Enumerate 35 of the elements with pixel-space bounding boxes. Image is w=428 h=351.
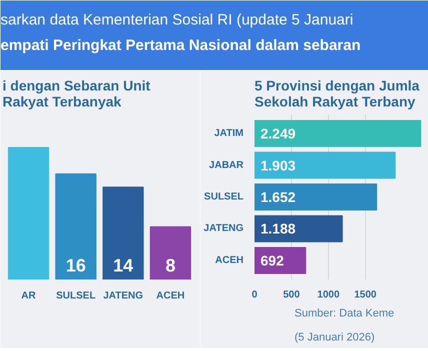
y-tick-label: SULSEL: [204, 192, 244, 202]
bar: [102, 186, 144, 280]
y-tick-label: JATIM: [214, 128, 244, 140]
bar: [254, 152, 396, 179]
chart-title: i dengan Sebaran Unit Rakyat Terbanyak: [2, 78, 151, 110]
bar: [254, 120, 422, 148]
y-tick-label: JATENG: [204, 223, 244, 234]
x-tick-label: 500: [283, 290, 300, 300]
text: (5 Januari 2026): [294, 332, 375, 344]
chart-title: 5 Provinsi dengan Jumla Sekolah Rakyat Terbany: [254, 78, 420, 110]
x-tick-label: 1000: [317, 290, 340, 300]
bar: [254, 215, 343, 242]
y-tick-label: ACEH: [215, 254, 244, 266]
data-label: 1.903: [260, 157, 296, 174]
x-tick-label: 0: [252, 290, 258, 300]
bar: [150, 226, 192, 280]
data-label: 8: [165, 256, 176, 276]
x-tick-label: ACEH: [156, 290, 185, 302]
x-tick-label: AR: [21, 290, 37, 302]
text: empati Peringkat Pertama Nasional dalam sebaran: [0, 36, 361, 54]
bar: [55, 173, 96, 280]
text: Sumber: Data Keme: [294, 308, 394, 320]
bar: [8, 147, 50, 280]
data-label: 16: [66, 256, 86, 276]
x-tick-label: SULSEL: [56, 290, 96, 302]
data-label: 1.188: [260, 220, 296, 237]
bar: [254, 183, 378, 211]
text: sarkan data Kementerian Sosial RI (update 5 Januari: [0, 12, 354, 29]
data-label: 692: [260, 252, 284, 268]
data-label: 14: [113, 256, 134, 276]
x-tick-label: JATENG: [103, 290, 144, 302]
x-tick-label: 1500: [354, 290, 377, 300]
y-tick-label: JABAR: [209, 160, 244, 171]
data-label: 2.249: [260, 126, 296, 142]
data-label: 1.652: [260, 189, 296, 205]
